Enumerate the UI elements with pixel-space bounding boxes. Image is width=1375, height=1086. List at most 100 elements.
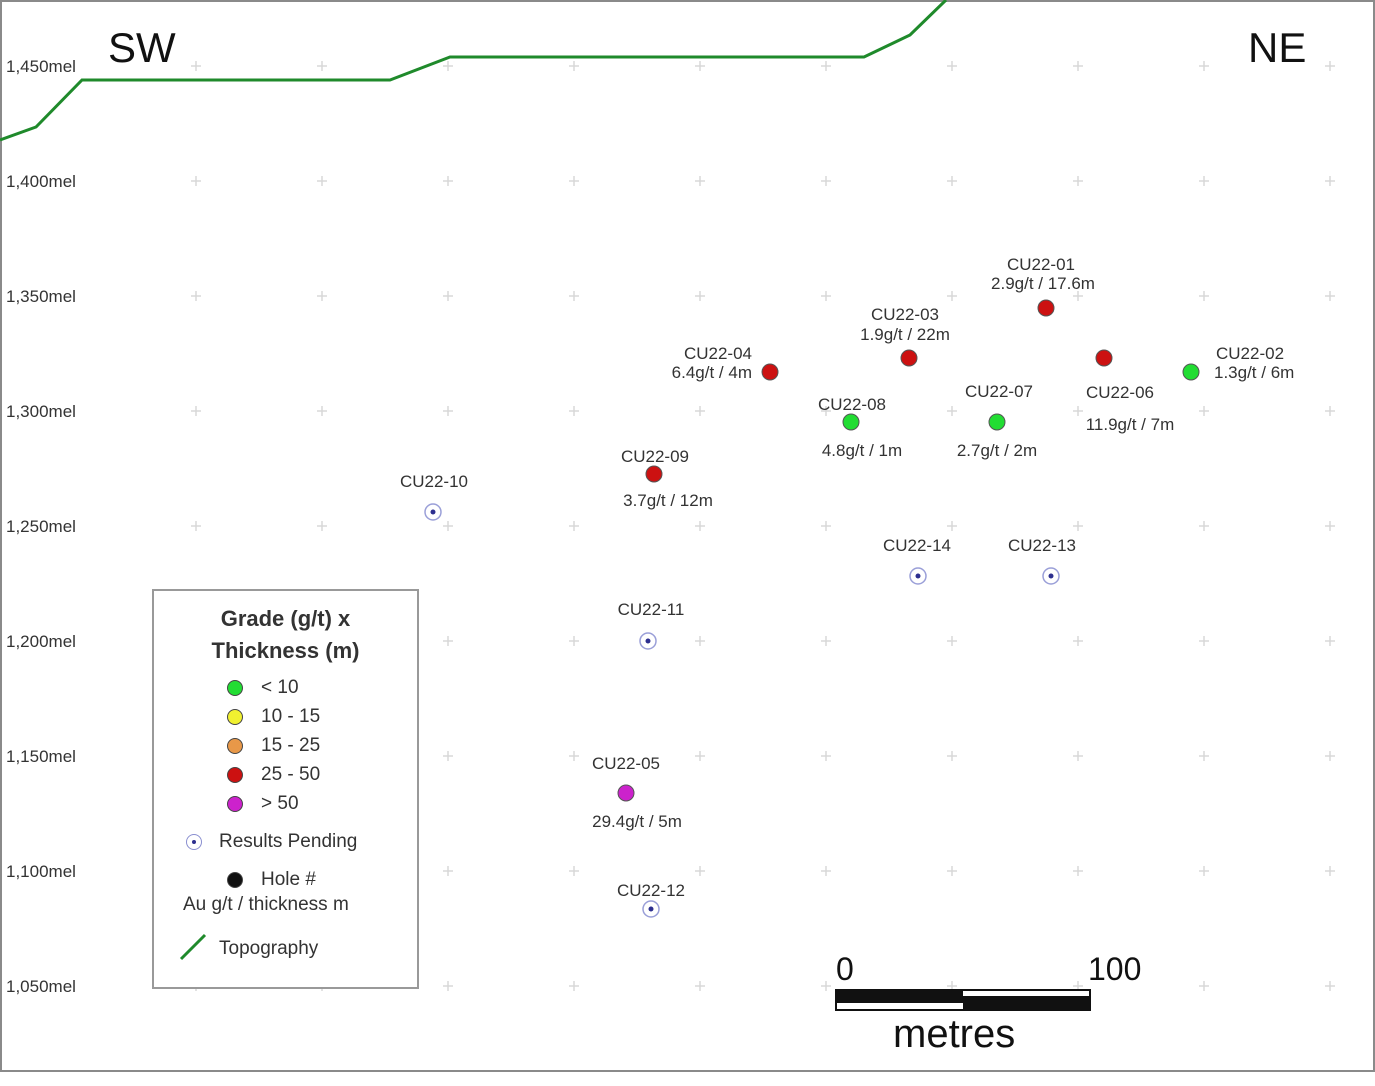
grid-cross bbox=[569, 981, 579, 991]
grid-cross bbox=[1073, 291, 1083, 301]
drill-hole-cu22-09: CU22-09 3.7g/t / 12m bbox=[621, 447, 713, 510]
legend-label-hole: Hole # bbox=[261, 869, 316, 890]
grid-cross bbox=[317, 291, 327, 301]
grid-cross bbox=[569, 636, 579, 646]
grid-cross bbox=[1325, 61, 1335, 71]
grid-cross bbox=[821, 981, 831, 991]
pending-hole-center bbox=[915, 573, 921, 579]
scale-bar-segment-top-left bbox=[836, 990, 963, 996]
hole-result-label: 1.3g/t / 6m bbox=[1214, 363, 1294, 382]
grid-cross bbox=[695, 636, 705, 646]
drill-hole-cu22-01: CU22-012.9g/t / 17.6m bbox=[991, 255, 1095, 317]
scale-bar-segment-bottom-right bbox=[963, 1003, 1090, 1010]
grid-cross bbox=[191, 521, 201, 531]
hole-id-label: CU22-03 bbox=[871, 305, 939, 324]
legend-item-hole: Hole # bbox=[154, 868, 417, 892]
elevation-axis: 1,450mel 1,400mel 1,350mel 1,300mel 1,250mel… bbox=[6, 57, 76, 996]
hole-id-label: CU22-08 bbox=[818, 395, 886, 414]
hole-result-label: 6.4g/t / 4m bbox=[672, 363, 752, 382]
hole-id-label: CU22-10 bbox=[400, 472, 468, 491]
grid-cross bbox=[1073, 61, 1083, 71]
hole-id-label: CU22-13 bbox=[1008, 536, 1076, 555]
grid-cross bbox=[191, 291, 201, 301]
grid-cross bbox=[191, 61, 201, 71]
hole-grade-marker bbox=[988, 413, 1006, 431]
hole-result-label: 2.7g/t / 2m bbox=[957, 441, 1037, 460]
grid-cross bbox=[569, 751, 579, 761]
grid-cross bbox=[569, 866, 579, 876]
legend-label-pending: Results Pending bbox=[219, 831, 358, 852]
hole-id-label: CU22-07 bbox=[965, 382, 1033, 401]
grid-cross bbox=[821, 61, 831, 71]
legend-item-hole-detail: Au g/t / thickness m bbox=[154, 893, 417, 917]
grid-cross bbox=[569, 406, 579, 416]
grid-cross bbox=[947, 176, 957, 186]
elevation-label: 1,350mel bbox=[6, 287, 76, 306]
grid-cross bbox=[1325, 866, 1335, 876]
legend-title-line2: Thickness (m) bbox=[211, 638, 360, 663]
grid-cross bbox=[317, 176, 327, 186]
grid-cross bbox=[317, 406, 327, 416]
hole-id-label: CU22-14 bbox=[883, 536, 951, 555]
grid-cross bbox=[1199, 636, 1209, 646]
grid-cross bbox=[1199, 291, 1209, 301]
grid-cross bbox=[1199, 521, 1209, 531]
hole-grade-marker bbox=[617, 784, 635, 802]
drill-holes: CU22-012.9g/t / 17.6m CU22-021.3g/t / 6m C… bbox=[400, 255, 1294, 918]
elevation-label: 1,150mel bbox=[6, 747, 76, 766]
grid-cross bbox=[191, 176, 201, 186]
grid-cross bbox=[947, 636, 957, 646]
legend-label-hole-detail: Au g/t / thickness m bbox=[183, 894, 349, 915]
drill-hole-cu22-13: CU22-13 bbox=[1008, 536, 1076, 585]
legend-item-pending: Results Pending bbox=[154, 830, 417, 854]
hole-id-label: CU22-12 bbox=[617, 881, 685, 900]
hole-grade-marker bbox=[1037, 299, 1055, 317]
hole-result-label: 3.7g/t / 12m bbox=[623, 491, 713, 510]
grid-cross bbox=[443, 521, 453, 531]
grid-cross bbox=[695, 176, 705, 186]
grid-cross bbox=[821, 521, 831, 531]
orange-dot-icon bbox=[227, 738, 243, 754]
grid-cross bbox=[1325, 981, 1335, 991]
grid-cross bbox=[569, 176, 579, 186]
pending-hole-center bbox=[645, 638, 651, 644]
grid-cross bbox=[443, 636, 453, 646]
legend-item-gt50: > 50 bbox=[154, 792, 417, 816]
hole-result-label: 29.4g/t / 5m bbox=[592, 812, 682, 831]
grid-cross bbox=[947, 406, 957, 416]
elevation-label: 1,300mel bbox=[6, 402, 76, 421]
grid-cross bbox=[569, 291, 579, 301]
grid-cross bbox=[1325, 751, 1335, 761]
grid-cross bbox=[443, 176, 453, 186]
legend-label-gt50: > 50 bbox=[261, 793, 299, 814]
grid-cross bbox=[821, 636, 831, 646]
hole-result-label: 1.9g/t / 22m bbox=[860, 325, 950, 344]
grid-cross bbox=[695, 61, 705, 71]
grid-cross bbox=[695, 291, 705, 301]
grid-cross bbox=[695, 751, 705, 761]
drill-hole-cu22-04: CU22-046.4g/t / 4m bbox=[672, 344, 779, 382]
drill-hole-cu22-02: CU22-021.3g/t / 6m bbox=[1182, 344, 1294, 382]
hole-result-label: 2.9g/t / 17.6m bbox=[991, 274, 1095, 293]
grid-cross bbox=[947, 61, 957, 71]
direction-ne-label: NE bbox=[1248, 24, 1306, 71]
elevation-label: 1,250mel bbox=[6, 517, 76, 536]
grid-cross bbox=[1199, 406, 1209, 416]
grid-cross bbox=[1073, 636, 1083, 646]
grid-cross bbox=[1325, 521, 1335, 531]
grid-cross bbox=[821, 866, 831, 876]
hole-result-label: 11.9g/t / 7m bbox=[1086, 415, 1175, 434]
grid-cross bbox=[1073, 521, 1083, 531]
grid-cross bbox=[1073, 866, 1083, 876]
drill-hole-cu22-03: CU22-031.9g/t / 22m bbox=[860, 305, 950, 367]
grid-cross bbox=[569, 61, 579, 71]
elevation-label: 1,050mel bbox=[6, 977, 76, 996]
scale-end-label: 100 bbox=[1088, 951, 1141, 987]
legend-title-line1: Grade (g/t) x bbox=[220, 606, 351, 631]
grid-cross bbox=[317, 521, 327, 531]
scale-start-label: 0 bbox=[836, 951, 854, 987]
grid-crosses bbox=[191, 61, 1335, 991]
hole-grade-marker bbox=[842, 413, 860, 431]
grid-cross bbox=[821, 291, 831, 301]
grid-cross bbox=[947, 751, 957, 761]
